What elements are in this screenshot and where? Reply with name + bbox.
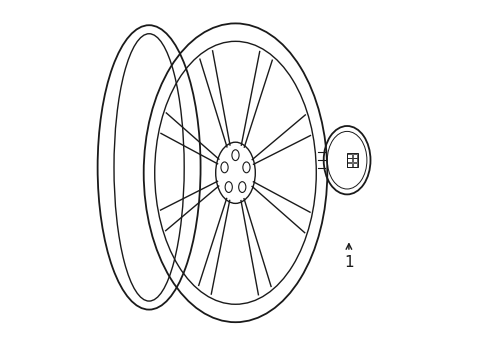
Bar [352,158,357,162]
Bar [347,158,351,162]
Bar [347,163,351,167]
Text: 1: 1 [344,255,353,270]
Bar [347,154,351,158]
Bar [352,154,357,158]
Bar [352,163,357,167]
Bar [346,153,357,167]
